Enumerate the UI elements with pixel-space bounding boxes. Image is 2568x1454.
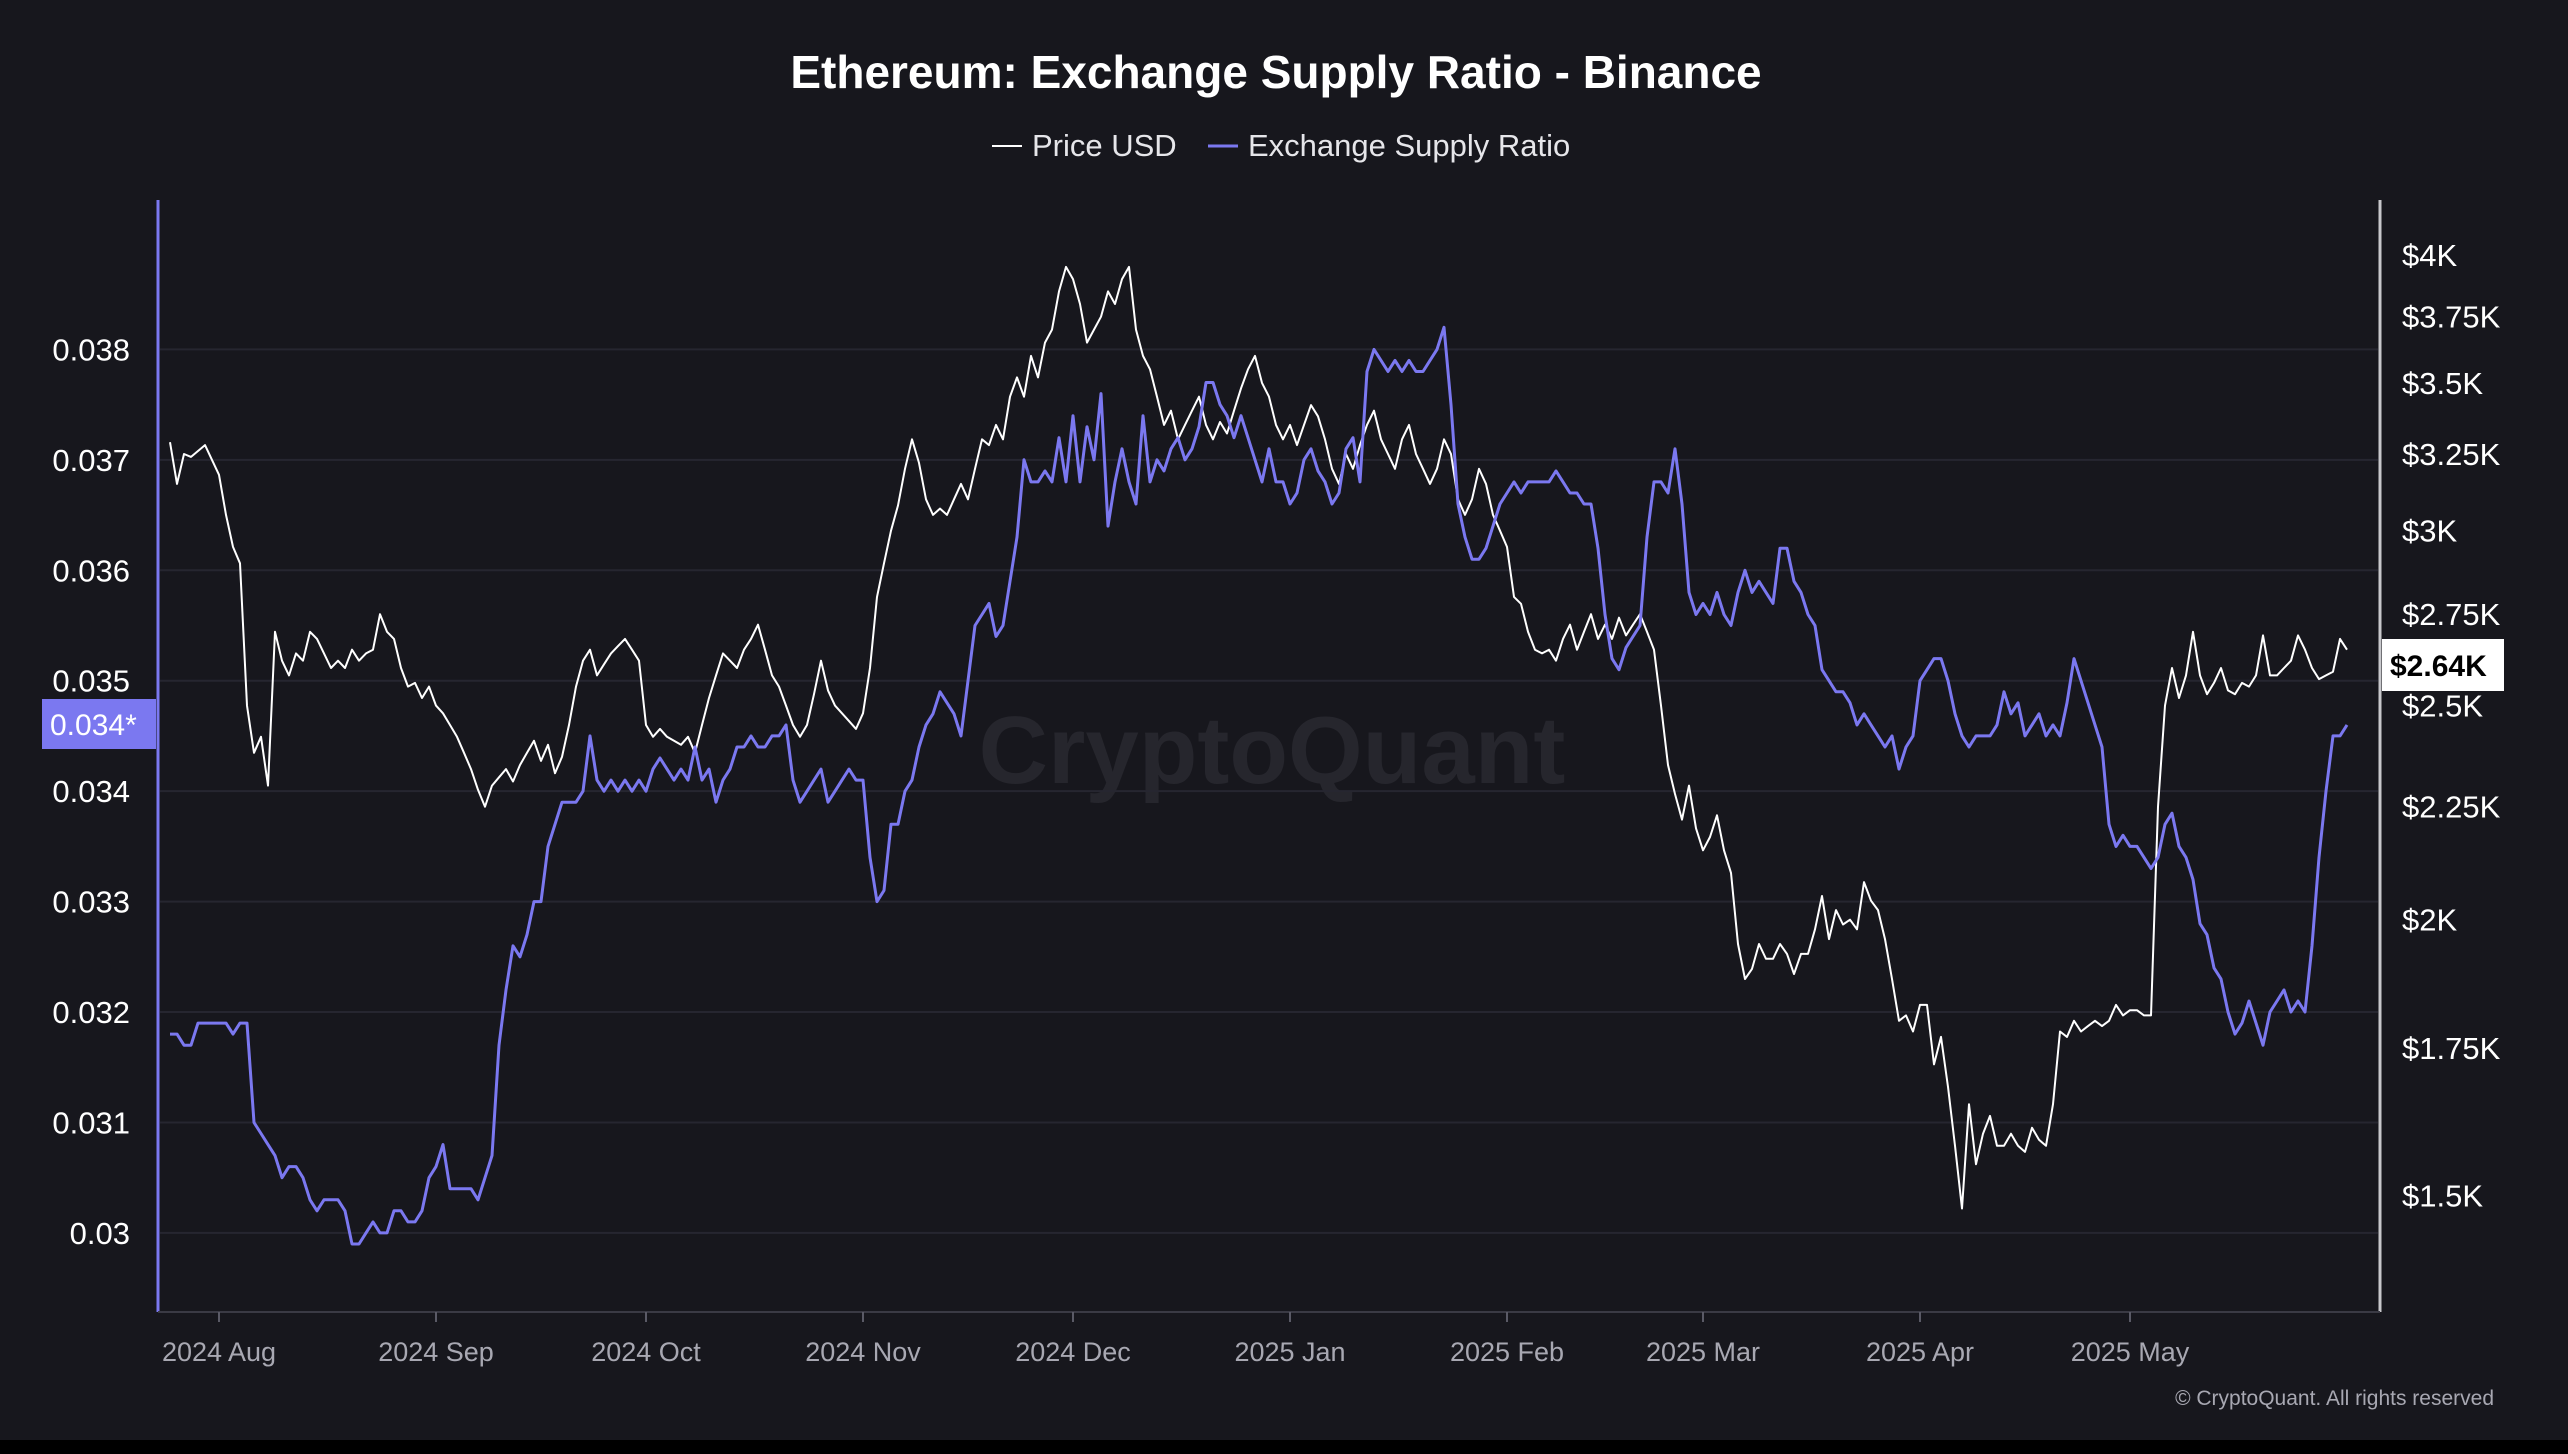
current-value-badge-left-bg (42, 699, 156, 749)
right-tick-label: $3.75K (2402, 300, 2501, 335)
right-tick-label: $1.5K (2402, 1179, 2483, 1214)
chart-title: Ethereum: Exchange Supply Ratio - Binanc… (790, 46, 1761, 98)
right-tick-label: $2.5K (2402, 689, 2483, 724)
current-value-badge-right-label: $2.64K (2390, 650, 2487, 683)
x-tick-label: 2024 Dec (1015, 1337, 1131, 1367)
x-tick-label: 2024 Oct (591, 1337, 701, 1367)
grid-lines (160, 348, 2378, 1234)
legend[interactable]: Price USD Exchange Supply Ratio (992, 128, 1570, 163)
current-value-badge-left: 0.034* (42, 699, 156, 749)
x-tick-label: 2025 Apr (1866, 1337, 1974, 1367)
right-tick-label: $4K (2402, 238, 2457, 273)
legend-label-exchange-supply-ratio[interactable]: Exchange Supply Ratio (1248, 128, 1570, 163)
right-tick-label: $3K (2402, 514, 2457, 549)
left-tick-label: 0.037 (52, 443, 130, 478)
left-tick-label: 0.035 (52, 664, 130, 699)
current-value-badge-left-label: 0.034* (50, 709, 137, 742)
left-tick-label: 0.036 (52, 553, 130, 588)
left-tick-label: 0.034 (52, 774, 130, 809)
current-value-badge-right-bg (2382, 639, 2504, 691)
right-tick-label: $1.75K (2402, 1031, 2501, 1066)
x-tick-label: 2024 Aug (162, 1337, 276, 1367)
x-tick-label: 2025 Jan (1234, 1337, 1345, 1367)
right-tick-label: $3.25K (2402, 437, 2501, 472)
left-tick-label: 0.032 (52, 995, 130, 1030)
left-tick-label: 0.031 (52, 1105, 130, 1140)
x-tick-label: 2025 Feb (1450, 1337, 1564, 1367)
right-tick-label: $3.5K (2402, 366, 2483, 401)
x-tick-label: 2024 Sep (378, 1337, 494, 1367)
left-tick-label: 0.033 (52, 885, 130, 920)
left-tick-label: 0.03 (70, 1216, 130, 1251)
watermark: CryptoQuant (979, 697, 1566, 804)
x-tick-label: 2025 May (2071, 1337, 2190, 1367)
x-tick-label: 2024 Nov (805, 1337, 921, 1367)
left-axis-tick-labels: 0.03 0.031 0.032 0.033 0.034 0.035 0.036 0.037 0… (52, 332, 130, 1251)
copyright: © CryptoQuant. All rights reserved (2175, 1387, 2494, 1410)
right-tick-label: $2.25K (2402, 790, 2501, 825)
right-tick-label: $2.75K (2402, 597, 2501, 632)
right-axis-tick-labels: $1.5K $1.75K $2K $2.25K $2.5K $2.75K $3K $3.25K… (2402, 238, 2501, 1214)
left-tick-label: 0.038 (52, 332, 130, 367)
series-line-exchange-supply-ratio (170, 325, 2349, 1246)
series-line-price-usd (169, 265, 2348, 1210)
legend-label-price-usd[interactable]: Price USD (1032, 128, 1177, 163)
x-axis-tick-labels: 2024 Aug 2024 Sep 2024 Oct 2024 Nov 2024 Dec… (162, 1312, 2190, 1367)
right-tick-label: $2K (2402, 903, 2457, 938)
x-tick-label: 2025 Mar (1646, 1337, 1760, 1367)
current-value-badge-right: $2.64K (2382, 639, 2504, 691)
